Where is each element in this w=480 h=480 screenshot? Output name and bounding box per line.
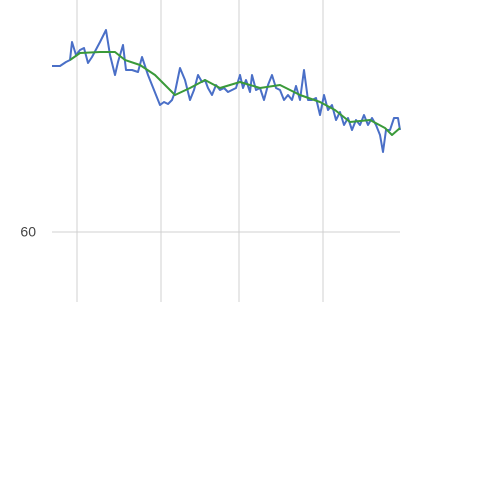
line-series (69, 51, 401, 136)
line-series (52, 29, 401, 153)
y-tick-label: 60 (20, 224, 36, 240)
